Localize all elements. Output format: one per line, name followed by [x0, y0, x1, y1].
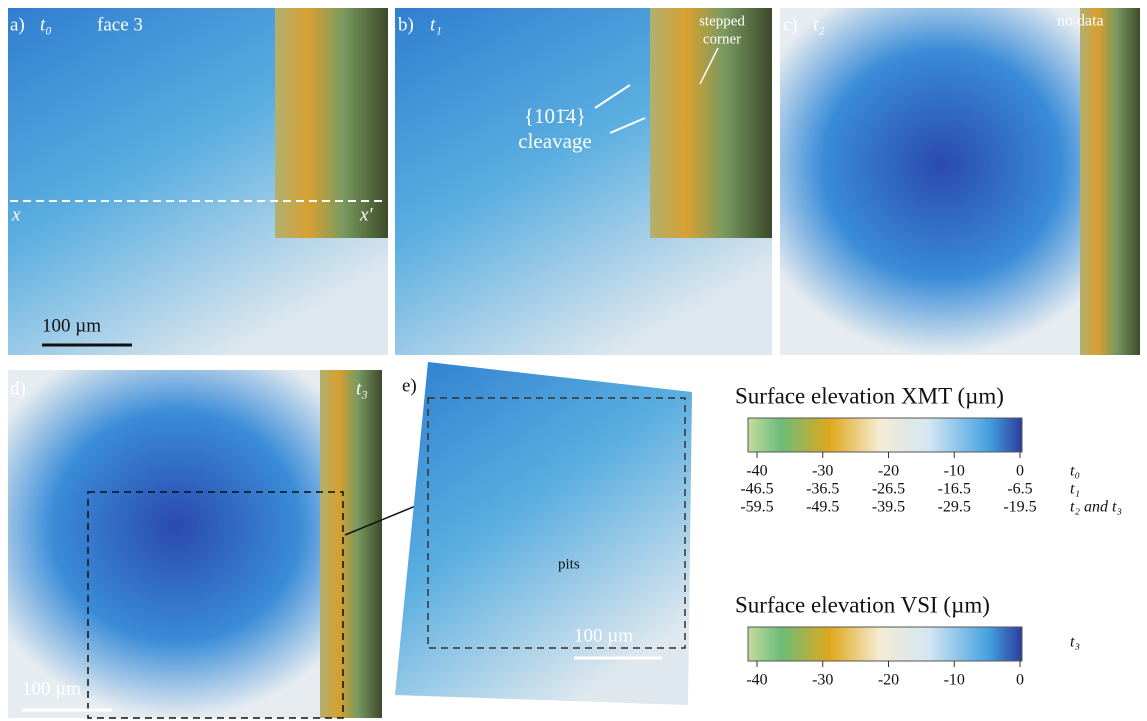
panel-a: a) t₀ face 3 x x' 100 µm	[8, 8, 388, 355]
panel-label: c)	[783, 14, 798, 35]
panel-b: b) t₁ stepped corner {101̄4} cleavage	[395, 8, 772, 355]
caption: face 3	[97, 14, 143, 35]
surface-image	[1080, 8, 1140, 355]
tick-label: 0	[1016, 672, 1024, 689]
time-label: t₀	[40, 14, 52, 35]
feature: {101̄4}	[524, 104, 586, 128]
note: pits	[558, 556, 580, 572]
feature: cleavage	[518, 129, 591, 153]
panel-c: c) t₂ no data	[780, 8, 1140, 355]
note: no data	[1057, 13, 1104, 30]
tick-label: -10	[944, 463, 965, 480]
note: stepped	[699, 13, 745, 29]
section-end: x'	[359, 204, 373, 225]
tick-label: -46.5	[740, 481, 773, 498]
panel-label: b)	[398, 14, 414, 35]
scale-label: 100 µm	[574, 625, 633, 646]
colorbar-title: Surface elevation XMT (µm)	[735, 383, 1004, 408]
colorbars: Surface elevation XMT (µm) t₀ -40 -30 -20 -10…	[735, 383, 1122, 688]
tick-label: -59.5	[740, 499, 773, 516]
tick-label: -10	[944, 672, 965, 689]
scale-label: 100 µm	[22, 678, 81, 699]
row-label: t₀	[1070, 463, 1080, 480]
colorbar-title: Surface elevation VSI (µm)	[735, 592, 990, 617]
scale-label: 100 µm	[42, 315, 101, 336]
tick-label: -30	[812, 463, 833, 480]
time-label: t₂	[813, 14, 825, 35]
tick-label: -36.5	[806, 481, 839, 498]
tick-label: -20	[878, 672, 899, 689]
panel-d: d) t₃ 100 µm	[8, 370, 418, 718]
row-label: t₃	[1070, 634, 1080, 651]
note: corner	[703, 31, 741, 47]
tick-label: 0	[1016, 463, 1024, 480]
row-label: t₁	[1070, 481, 1080, 498]
tick-label: -26.5	[872, 481, 905, 498]
tick-label: -39.5	[872, 499, 905, 516]
tick-label: -6.5	[1007, 481, 1032, 498]
surface-image	[320, 370, 382, 718]
figure: a) t₀ face 3 x x' 100 µm b) t₁ stepped c…	[0, 0, 1147, 721]
tick-label: -20	[878, 463, 899, 480]
panel-e: e) pits 100 µm	[395, 362, 692, 705]
tick-label: -29.5	[938, 499, 971, 516]
time-label: t₃	[356, 378, 368, 399]
colorbar	[748, 418, 1022, 452]
time-label: t₁	[430, 14, 442, 35]
surface-image	[395, 362, 692, 705]
tick-label: -40	[746, 463, 767, 480]
panel-label: e)	[402, 375, 417, 396]
tick-label: -49.5	[806, 499, 839, 516]
panel-label: a)	[10, 14, 25, 35]
tick-label: -16.5	[938, 481, 971, 498]
row-label: t₂ and t₃	[1070, 499, 1122, 516]
panel-label: d)	[10, 378, 26, 399]
tick-label: -19.5	[1003, 499, 1036, 516]
colorbar	[748, 627, 1022, 661]
section-start: x	[11, 204, 21, 225]
tick-label: -40	[746, 672, 767, 689]
tick-label: -30	[812, 672, 833, 689]
